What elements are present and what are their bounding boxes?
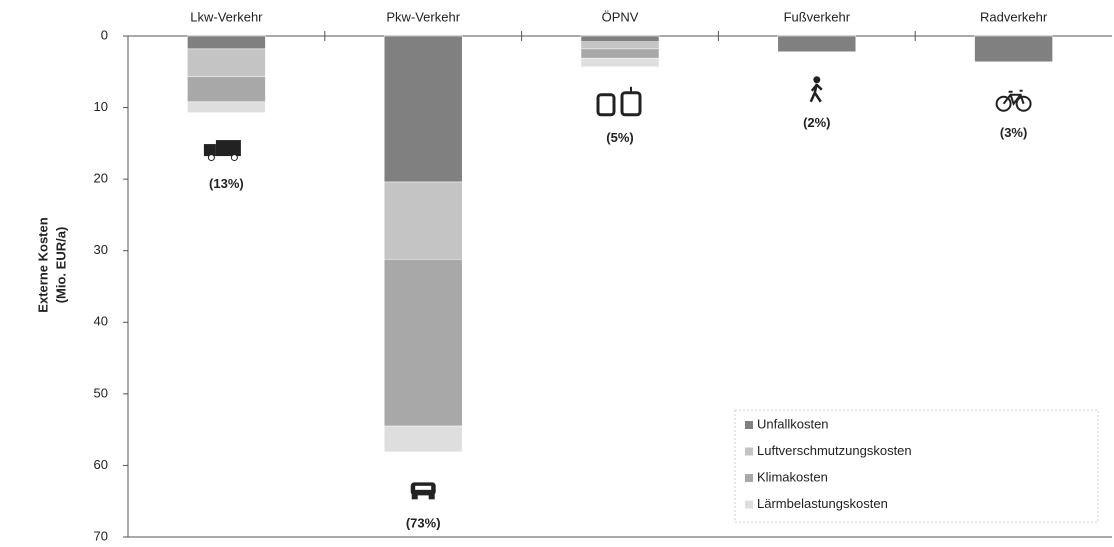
icon	[596, 86, 642, 117]
bar-segment	[187, 48, 266, 78]
bus	[596, 93, 616, 117]
bar-segment	[187, 35, 266, 50]
bar-segment	[974, 35, 1053, 63]
wheel	[207, 154, 215, 162]
legend-swatch	[745, 447, 753, 456]
share-label: (2%)	[803, 115, 830, 130]
legend-label: Unfallkosten	[757, 416, 829, 431]
y-axis-title-line: Externe Kosten	[35, 217, 50, 312]
bar-segment	[383, 259, 463, 427]
bar-segment	[187, 76, 266, 103]
x-tick-label: ÖPNV	[602, 9, 639, 24]
frame	[1002, 89, 1025, 106]
bar-segment	[580, 41, 660, 50]
wheel	[995, 95, 1012, 112]
bar-segment	[580, 57, 660, 68]
wheel	[428, 494, 435, 500]
wheel	[1015, 95, 1032, 112]
x-tick-label: Lkw-Verkehr	[190, 9, 263, 24]
y-tick-label: 10	[94, 99, 108, 114]
legend-swatch	[745, 421, 753, 429]
bar-segment	[383, 181, 463, 260]
bar-segment	[580, 35, 660, 42]
bar-segment	[777, 35, 857, 52]
bar-segment	[383, 425, 463, 453]
head	[813, 76, 821, 84]
y-tick-label: 70	[94, 528, 108, 542]
y-tick-label: 30	[94, 242, 108, 257]
icon	[995, 89, 1032, 112]
y-tick-label: 20	[94, 171, 108, 186]
bar-segment	[383, 35, 463, 183]
x-tick-label: Pkw-Verkehr	[386, 9, 460, 24]
legend-label: Luftverschmutzungskosten	[757, 443, 912, 458]
x-tick-label: Radverkehr	[980, 9, 1048, 24]
share-label: (5%)	[606, 130, 633, 145]
truck-box	[215, 140, 241, 157]
walker	[809, 83, 823, 103]
bar-segment	[580, 48, 660, 59]
wheel	[230, 154, 238, 162]
wheel	[411, 494, 418, 500]
legend-label: Klimakosten	[757, 469, 828, 484]
truck-cab	[203, 144, 216, 157]
y-tick-label: 40	[94, 314, 108, 329]
share-label: (3%)	[1000, 125, 1027, 140]
icon	[809, 76, 823, 103]
icon	[203, 140, 241, 162]
x-tick-label: Fußverkehr	[784, 9, 851, 24]
y-axis-title: Externe Kosten (Mio. EUR/a)	[35, 217, 68, 312]
tram	[620, 91, 642, 117]
y-tick-label: 0	[101, 27, 108, 42]
y-tick-label: 60	[94, 457, 108, 472]
share-label: (73%)	[406, 515, 441, 530]
legend-label: Lärmbelastungskosten	[757, 496, 888, 511]
legend-swatch	[745, 500, 753, 509]
bar-segment	[187, 101, 266, 113]
y-tick-label: 50	[94, 385, 108, 400]
car-window	[415, 485, 432, 490]
icon	[410, 482, 436, 500]
share-label: (13%)	[209, 176, 244, 191]
legend-box	[734, 409, 1099, 523]
y-axis-title-line: (Mio. EUR/a)	[53, 227, 68, 304]
legend-swatch	[745, 474, 753, 482]
